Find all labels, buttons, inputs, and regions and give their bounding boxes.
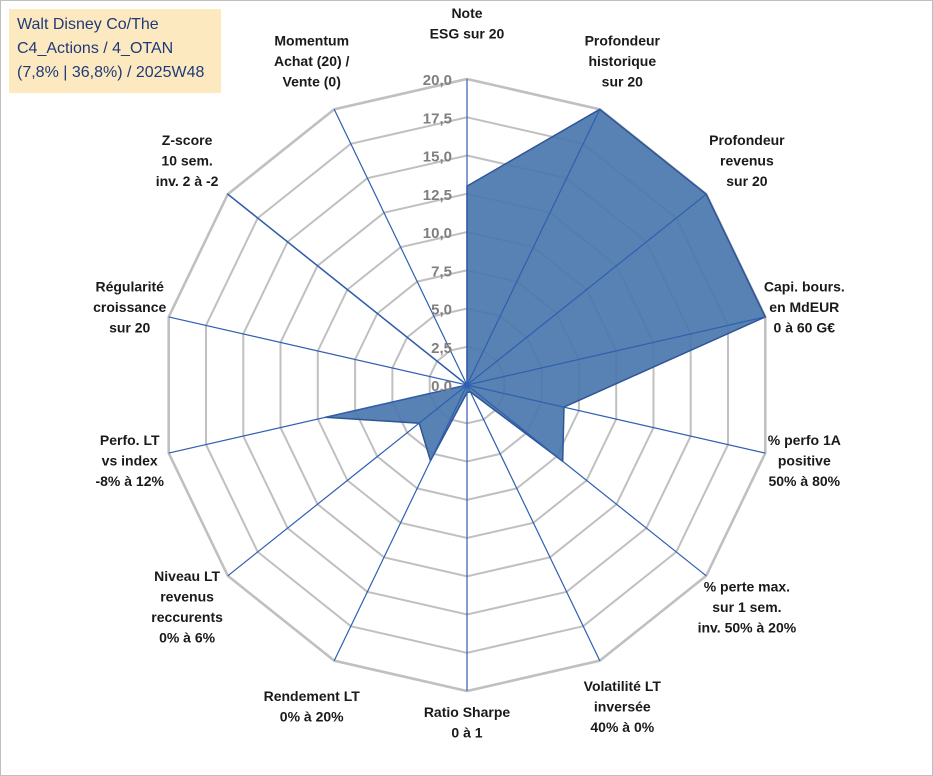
axis-label: % perte max. sur 1 sem. inv. 50% à 20%: [698, 579, 797, 636]
axis-label: Perfo. LT vs index -8% à 12%: [95, 432, 164, 489]
axis-label: Momentum Achat (20) / Vente (0): [274, 33, 350, 90]
axis-spoke: [168, 316, 468, 386]
axis-spoke: [466, 384, 707, 577]
axis-label: Profondeur revenus sur 20: [709, 132, 785, 189]
tick-label: 17,5: [423, 110, 452, 127]
axis-label: Rendement LT 0% à 20%: [264, 688, 361, 725]
axis-spoke: [466, 109, 601, 386]
axis-spoke: [227, 193, 468, 386]
tick-label: 20,0: [423, 72, 452, 89]
tick-label: 12,5: [423, 187, 452, 204]
axis-label: Capi. bours. en MdEUR 0 à 60 G€: [764, 278, 845, 335]
axis-label: Volatilité LT inversée 40% à 0%: [584, 678, 662, 735]
axis-spoke: [466, 193, 707, 386]
radar-tick-labels: 0,0 2,5 5,0 7,5 10,0 12,5 15,0 17,5 20,0: [423, 72, 452, 395]
axis-spoke: [466, 384, 766, 454]
axis-label: Note ESG sur 20: [430, 5, 505, 42]
radar-axis-labels: Note ESG sur 20 Profondeur historique sur 20…: [93, 5, 845, 741]
axis-label: Ratio Sharpe 0 à 1: [424, 704, 511, 741]
tick-label: 10,0: [423, 225, 452, 242]
axis-spoke: [227, 384, 468, 577]
axis-spoke: [466, 384, 601, 661]
title-line-3: (7,8% | 36,8%) / 2025W48: [17, 64, 205, 81]
tick-label: 5,0: [431, 302, 452, 319]
axis-label: Régularité croissance sur 20: [93, 278, 166, 335]
axis-label: Niveau LT revenus reccurents 0% à 6%: [151, 568, 223, 646]
title-box: Walt Disney Co/The C4_Actions / 4_OTAN (…: [9, 9, 221, 93]
axis-spoke: [333, 109, 468, 386]
axis-label: Profondeur historique sur 20: [585, 33, 661, 90]
axis-label: Z-score 10 sem. inv. 2 à -2: [156, 132, 219, 189]
axis-spoke: [466, 316, 766, 386]
axis-spoke: [333, 384, 468, 661]
radar-spokes: [168, 79, 766, 691]
axis-label: % perfo 1A positive 50% à 80%: [768, 432, 841, 489]
title-line-2: C4_Actions / 4_OTAN: [17, 40, 174, 57]
title-line-1: Walt Disney Co/The: [17, 16, 159, 33]
tick-label: 15,0: [423, 149, 452, 166]
axis-spoke: [168, 384, 468, 454]
tick-label: 2,5: [431, 340, 452, 357]
tick-label: 7,5: [431, 263, 452, 280]
tick-label: 0,0: [431, 378, 452, 395]
